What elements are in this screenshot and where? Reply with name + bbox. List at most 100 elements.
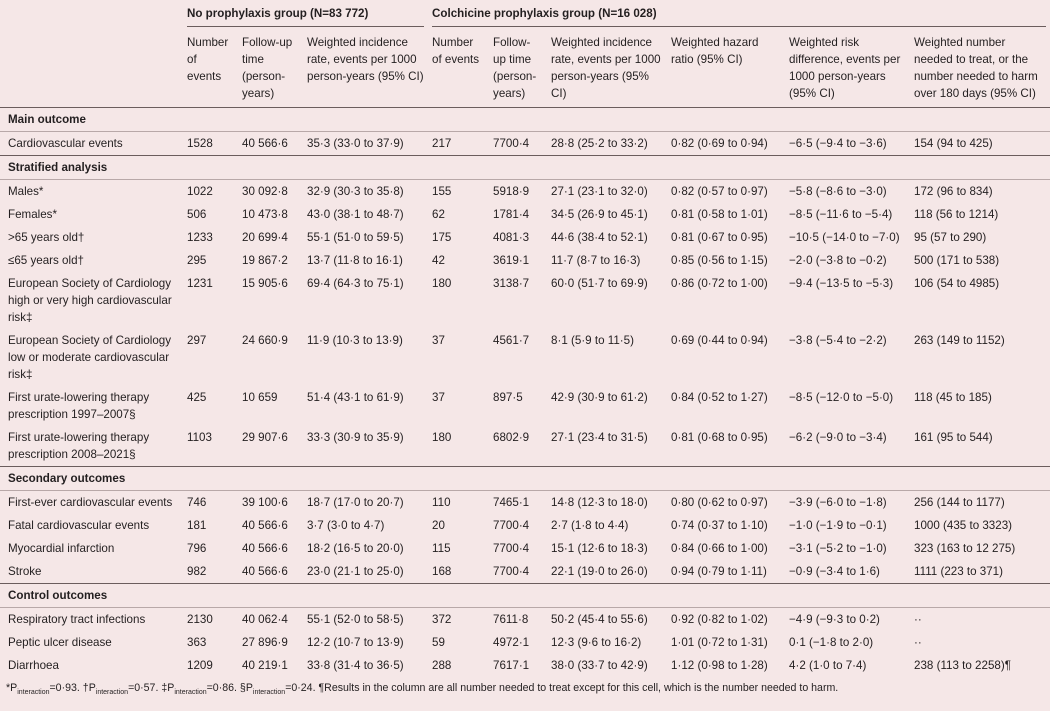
data-row: Diarrhoea 1209 40 219·1 33·8 (31·4 to 36·5)… (0, 654, 1050, 677)
cell: 323 (163 to 12 275) (914, 542, 1016, 555)
cell: 32·9 (30·3 to 35·8) (307, 185, 404, 198)
cell: −0·9 (−3·4 to 1·6) (789, 565, 880, 578)
cell: 28·8 (25·2 to 33·2) (551, 137, 648, 150)
cell: 50·2 (45·4 to 55·6) (551, 613, 648, 626)
row-label: European Society of Cardiology low or mo… (8, 334, 172, 381)
cell: −3·8 (−5·4 to −2·2) (789, 334, 887, 347)
column-header: Weighted incidence rate, events per 1000… (547, 31, 668, 108)
cell: −6·5 (−9·4 to −3·6) (789, 137, 887, 150)
cell: 1209 (187, 659, 213, 672)
cell: 7700·4 (493, 519, 530, 532)
column-header: Follow-up time (person-years) (489, 31, 548, 108)
cell: 217 (432, 137, 452, 150)
cell: 1111 (223 to 371) (914, 565, 1003, 578)
cell: 1022 (187, 185, 213, 198)
cell: −5·8 (−8·6 to −3·0) (789, 185, 887, 198)
cell: −3·9 (−6·0 to −1·8) (789, 496, 887, 509)
results-table: No prophylaxis group (N=83 772) Colchici… (0, 0, 1050, 677)
data-row: ≤65 years old† 295 19 867·2 13·7 (11·8 to 1… (0, 249, 1050, 272)
cell: 263 (149 to 1152) (914, 334, 1005, 347)
data-row: >65 years old† 1233 20 699·4 55·1 (51·0 to … (0, 226, 1050, 249)
cell: 4561·7 (493, 334, 530, 347)
cell: 60·0 (51·7 to 69·9) (551, 277, 648, 290)
cell: 2130 (187, 613, 213, 626)
cell: −10·5 (−14·0 to −7·0) (789, 231, 900, 244)
cell: 0·81 (0·67 to 0·95) (671, 231, 768, 244)
cell: 7617·1 (493, 659, 530, 672)
cell: 175 (432, 231, 452, 244)
cell: 37 (432, 334, 445, 347)
cell: 7700·4 (493, 565, 530, 578)
cell: 297 (187, 334, 207, 347)
group-header: No prophylaxis group (N=83 772) (183, 0, 428, 31)
data-row: Females* 506 10 473·8 43·0 (38·1 to 48·7) 62… (0, 203, 1050, 226)
data-row: Myocardial infarction 796 40 566·6 18·2 (16… (0, 537, 1050, 560)
cell: 43·0 (38·1 to 48·7) (307, 208, 404, 221)
cell: 59 (432, 636, 445, 649)
row-label: Respiratory tract infections (8, 613, 146, 626)
cell: 12·2 (10·7 to 13·9) (307, 636, 404, 649)
section-row: Main outcome (0, 107, 1050, 132)
cell: 1231 (187, 277, 213, 290)
data-row: Fatal cardiovascular events 181 40 566·6 3·… (0, 514, 1050, 537)
cell: 7465·1 (493, 496, 530, 509)
cell: 161 (95 to 544) (914, 431, 993, 444)
cell: 154 (94 to 425) (914, 137, 993, 150)
cell: −3·1 (−5·2 to −1·0) (789, 542, 887, 555)
cell: 7700·4 (493, 542, 530, 555)
cell: 0·81 (0·68 to 0·95) (671, 431, 768, 444)
cell: 0·81 (0·58 to 1·01) (671, 208, 768, 221)
column-header: Weighted hazard ratio (95% CI) (667, 31, 786, 108)
data-row: European Society of Cardiology high or v… (0, 272, 1050, 329)
cell: 27 896·9 (242, 636, 288, 649)
group-title: No prophylaxis group (N=83 772) (187, 5, 425, 27)
note-text: ¶Results in the column are all number ne… (318, 682, 839, 694)
group-header: Colchicine prophylaxis group (N=16 028) (428, 0, 1050, 31)
cell: 44·6 (38·4 to 52·1) (551, 231, 648, 244)
section-title: Main outcome (0, 107, 1050, 132)
cell: 0·86 (0·72 to 1·00) (671, 277, 768, 290)
cell: 1·12 (0·98 to 1·28) (671, 659, 768, 672)
cell: 106 (54 to 4985) (914, 277, 1000, 290)
cell: 180 (432, 431, 452, 444)
cell: 2·7 (1·8 to 4·4) (551, 519, 629, 532)
cell: 95 (57 to 290) (914, 231, 987, 244)
cell: 0·85 (0·56 to 1·15) (671, 254, 768, 267)
cell: 796 (187, 542, 207, 555)
cell: 288 (432, 659, 452, 672)
data-row: Cardiovascular events 1528 40 566·6 35·3 (3… (0, 132, 1050, 156)
cell: 69·4 (64·3 to 75·1) (307, 277, 404, 290)
row-label: Myocardial infarction (8, 542, 115, 555)
cell: 34·5 (26·9 to 45·1) (551, 208, 648, 221)
row-label: European Society of Cardiology high or v… (8, 277, 172, 324)
section-row: Stratified analysis (0, 155, 1050, 180)
cell: 40 566·6 (242, 565, 288, 578)
cell: 3138·7 (493, 277, 530, 290)
cell: 40 566·6 (242, 542, 288, 555)
cell: 40 566·6 (242, 519, 288, 532)
note-subscript: interaction (17, 689, 50, 697)
note-value: =0·24. (285, 682, 316, 694)
cell: 14·8 (12·3 to 18·0) (551, 496, 648, 509)
cell: 1·01 (0·72 to 1·31) (671, 636, 768, 649)
cell: 27·1 (23·1 to 32·0) (551, 185, 648, 198)
cell: −6·2 (−9·0 to −3·4) (789, 431, 887, 444)
cell: 35·3 (33·0 to 37·9) (307, 137, 404, 150)
cell: 0·82 (0·57 to 0·97) (671, 185, 768, 198)
section-row: Control outcomes (0, 583, 1050, 608)
cell: 0·82 (0·69 to 0·94) (671, 137, 768, 150)
cell: 372 (432, 613, 452, 626)
row-label: First urate-lowering therapy prescriptio… (8, 391, 150, 421)
cell: 62 (432, 208, 445, 221)
column-header: Weighted number needed to treat, or the … (910, 31, 1050, 108)
data-row: Peptic ulcer disease 363 27 896·9 12·2 (10·… (0, 631, 1050, 654)
cell: 0·92 (0·82 to 1·02) (671, 613, 768, 626)
row-label: >65 years old† (8, 231, 85, 244)
note-value: =0·93. (49, 682, 80, 694)
column-header: Follow-up time (person-years) (238, 31, 303, 108)
cell: 37 (432, 391, 445, 404)
note-symbol: *P (6, 682, 18, 694)
cell: 11·9 (10·3 to 13·9) (307, 334, 403, 347)
cell: 8·1 (5·9 to 11·5) (551, 334, 634, 347)
blank-cell (0, 31, 183, 108)
